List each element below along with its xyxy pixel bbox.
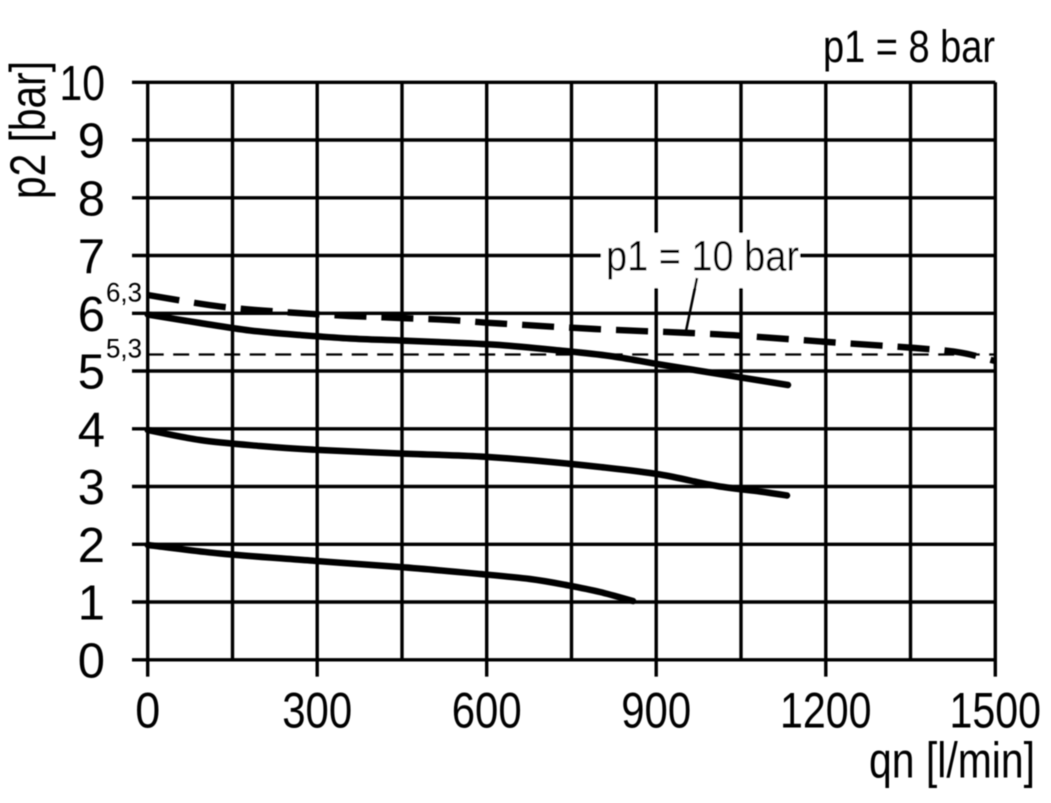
svg-text:1500: 1500 (950, 683, 1042, 739)
svg-text:3: 3 (78, 461, 105, 515)
svg-text:4: 4 (78, 403, 105, 457)
svg-text:10: 10 (60, 57, 106, 111)
svg-text:2: 2 (78, 519, 105, 573)
svg-text:6,3: 6,3 (106, 278, 142, 308)
svg-text:qn [l/min]: qn [l/min] (869, 733, 1035, 789)
svg-text:7: 7 (78, 230, 105, 284)
svg-text:5,3: 5,3 (106, 334, 142, 364)
svg-text:p2 [bar]: p2 [bar] (0, 61, 56, 199)
svg-text:0: 0 (135, 683, 160, 739)
svg-text:9: 9 (78, 115, 105, 169)
svg-text:900: 900 (621, 683, 691, 739)
svg-text:p1 = 10 bar: p1 = 10 bar (606, 234, 799, 281)
svg-text:p1 = 8 bar: p1 = 8 bar (823, 21, 995, 72)
svg-text:0: 0 (78, 634, 105, 688)
svg-text:300: 300 (282, 683, 352, 739)
svg-text:5: 5 (78, 346, 105, 400)
svg-text:8: 8 (78, 172, 105, 226)
svg-text:600: 600 (452, 683, 522, 739)
svg-text:1200: 1200 (780, 683, 872, 739)
svg-text:6: 6 (78, 288, 105, 342)
svg-text:1: 1 (78, 577, 105, 631)
